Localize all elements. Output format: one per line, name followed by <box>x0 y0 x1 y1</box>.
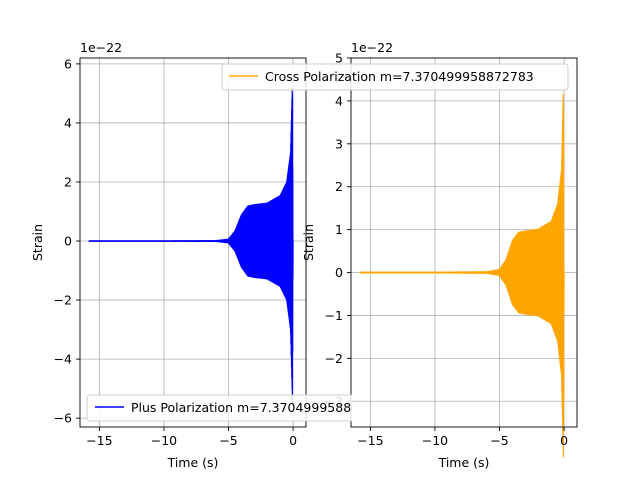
x-tick-label: −5 <box>219 433 237 448</box>
plus-polarization-axes: −15 −10 −5 0 −6 −4 −2 0 2 4 6 1e−22 Time (s) Strai… <box>30 40 307 470</box>
y-tick-label: 0 <box>64 234 72 249</box>
y-offset-label: 1e−22 <box>80 40 122 55</box>
legend-entry-cross-polarization: Cross Polarization m=7.370499958872783 <box>265 69 534 84</box>
y-tick-label: 0 <box>335 265 343 280</box>
y-tick-label: −6 <box>54 411 72 426</box>
x-axis-label: Time (s) <box>167 455 219 470</box>
legend-entry-plus-polarization: Plus Polarization m=7.370499958872783 <box>131 400 391 415</box>
tick-marks: −15 −10 −5 0 −6 −4 −2 0 2 4 6 <box>54 56 298 448</box>
y-offset-label: 1e−22 <box>351 40 393 55</box>
plus-polarization-legend: Plus Polarization m=7.370499958872783 <box>86 394 391 422</box>
cross-polarization-legend: Cross Polarization m=7.370499958872783 <box>221 63 569 91</box>
y-axis-label: Strain <box>30 224 45 261</box>
x-tick-label: −5 <box>490 433 508 448</box>
x-axis-label: Time (s) <box>438 455 490 470</box>
waveform-line <box>359 93 565 458</box>
x-tick-label: −10 <box>151 433 177 448</box>
x-tick-label: −15 <box>357 433 383 448</box>
y-tick-label: −4 <box>54 352 72 367</box>
y-tick-label: 5 <box>335 51 343 66</box>
y-tick-label: 1 <box>335 222 343 237</box>
waveform-line <box>88 87 294 401</box>
y-tick-label: 3 <box>335 136 343 151</box>
plus-polarization-line <box>88 87 294 401</box>
x-tick-label: −15 <box>86 433 112 448</box>
y-tick-label: −2 <box>325 351 343 366</box>
y-tick-label: −2 <box>54 293 72 308</box>
plot-frame <box>350 57 578 428</box>
y-tick-label: 4 <box>64 115 72 130</box>
y-axis-label: Strain <box>301 224 316 261</box>
plot-frame <box>79 57 307 428</box>
x-tick-label: 0 <box>289 433 297 448</box>
x-tick-label: 0 <box>560 433 568 448</box>
x-tick-label: −10 <box>422 433 448 448</box>
legend-frame <box>221 63 569 91</box>
y-tick-label: 6 <box>64 56 72 71</box>
y-tick-label: 2 <box>64 174 72 189</box>
cross-polarization-line <box>359 93 565 458</box>
y-tick-label: −1 <box>325 308 343 323</box>
legend-frame <box>86 394 352 422</box>
y-tick-label: 4 <box>335 93 343 108</box>
y-tick-label: 2 <box>335 179 343 194</box>
